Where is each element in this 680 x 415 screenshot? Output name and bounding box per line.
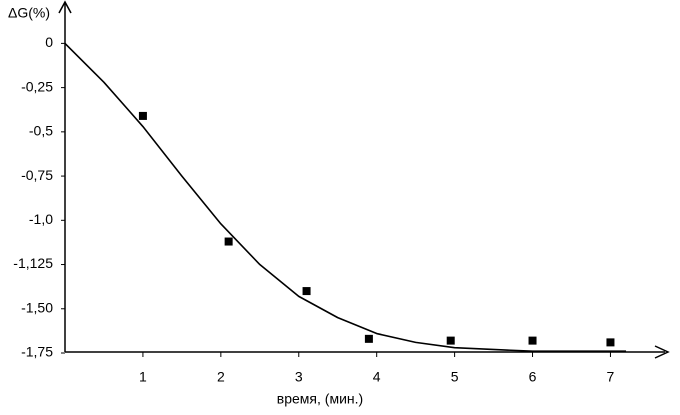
x-tick-label: 7 <box>607 369 615 385</box>
data-point <box>138 111 147 120</box>
x-tick-label: 4 <box>373 369 381 385</box>
y-tick-label: -1,125 <box>13 255 53 271</box>
x-tick-label: 3 <box>295 369 303 385</box>
data-point <box>302 287 311 296</box>
y-tick-label: -1,50 <box>21 299 53 315</box>
y-axis-title: ΔG(%) <box>8 5 50 21</box>
data-point <box>528 336 537 345</box>
fit-curve <box>64 42 627 353</box>
y-tick-label: -0,5 <box>29 123 53 139</box>
data-point <box>446 336 455 345</box>
y-tick-label: -1,0 <box>29 211 53 227</box>
y-tick-label: 0 <box>45 34 53 50</box>
x-tick-label: 6 <box>529 369 537 385</box>
y-tick-label: -0,75 <box>21 167 53 183</box>
x-axis-arrow <box>654 345 670 359</box>
x-axis-title: время, (мин.) <box>277 391 363 407</box>
x-tick-label: 2 <box>217 369 225 385</box>
y-tick-label: -0,25 <box>21 78 53 94</box>
x-tick-label: 5 <box>451 369 459 385</box>
data-point <box>224 237 233 246</box>
x-tick-label: 1 <box>139 369 147 385</box>
y-axis-arrow <box>58 0 72 14</box>
data-point <box>606 338 615 347</box>
y-tick-label: -1,75 <box>21 344 53 360</box>
data-point <box>364 334 373 343</box>
